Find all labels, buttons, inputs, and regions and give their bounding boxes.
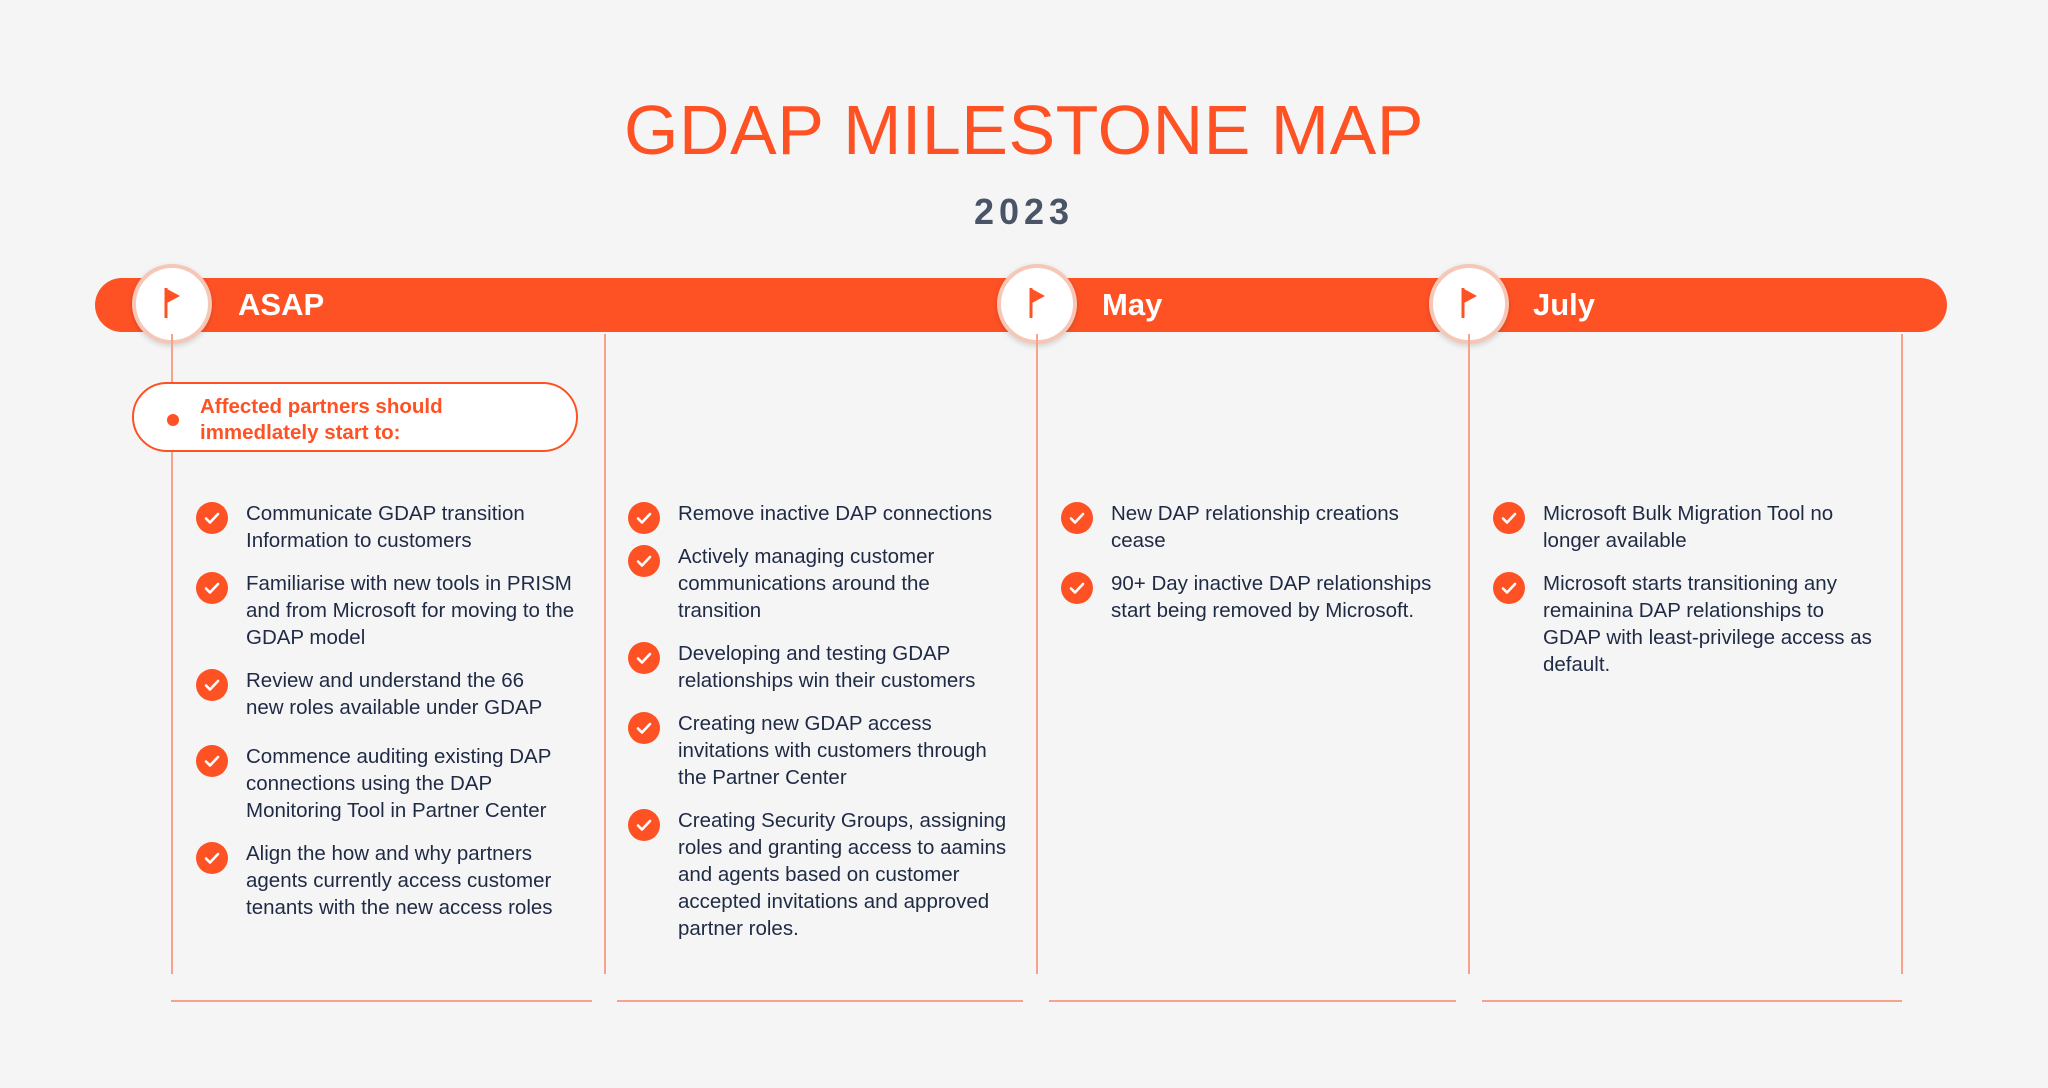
phase-marker-july [1429, 264, 1509, 344]
list-item: Creating Security Groups, assigning role… [628, 807, 1018, 942]
column-divider [1901, 334, 1903, 974]
column-asap: Communicate GDAP transition Information … [196, 500, 586, 921]
list-item: Microsoft starts transitioning any remai… [1493, 570, 1883, 678]
list-item: Microsoft Bulk Migration Tool no longer … [1493, 500, 1883, 554]
list-item: New DAP relationship creations cease [1061, 500, 1451, 554]
check-icon [628, 712, 660, 744]
year-label: 2023 [973, 191, 1075, 232]
list-item: Actively managing customer communication… [628, 543, 1018, 624]
column-july: Microsoft Bulk Migration Tool no longer … [1493, 500, 1883, 678]
check-icon [628, 809, 660, 841]
callout-box: Affected partners should immedlately sta… [132, 382, 578, 452]
column-footer-line [1482, 1000, 1902, 1002]
phase-marker-asap [132, 264, 212, 344]
list-item: Developing and testing GDAP relationship… [628, 640, 1018, 694]
flag-icon [164, 288, 180, 318]
check-icon [196, 502, 228, 534]
column-divider [604, 334, 606, 974]
phase-label-may: May [1102, 287, 1163, 322]
check-icon [1061, 572, 1093, 604]
column-asap-continued: Remove inactive DAP connections Actively… [628, 500, 1018, 942]
column-may: New DAP relationship creations cease 90+… [1061, 500, 1451, 624]
phase-label-july: July [1533, 287, 1596, 322]
flag-icon [1029, 288, 1045, 318]
callout-text: Affected partners should immedlately sta… [200, 395, 443, 444]
phase-marker-may [997, 264, 1077, 344]
check-icon [196, 745, 228, 777]
list-item: Commence auditing existing DAP connectio… [196, 743, 586, 824]
check-icon [628, 642, 660, 674]
check-icon [196, 572, 228, 604]
column-divider [1468, 334, 1470, 974]
check-icon [628, 545, 660, 577]
column-footer-line [171, 1000, 592, 1002]
column-footer-line [1049, 1000, 1456, 1002]
column-footer-line [617, 1000, 1023, 1002]
column-divider [171, 334, 173, 974]
check-icon [196, 842, 228, 874]
check-icon [628, 502, 660, 534]
list-item: Align the how and why partners agents cu… [196, 840, 586, 921]
list-item: Review and understand the 66 new roles a… [196, 667, 586, 721]
list-item: Remove inactive DAP connections [628, 500, 1018, 534]
list-item: Familiarise with new tools in PRISM and … [196, 570, 586, 651]
bullet-dot-icon [167, 414, 179, 426]
flag-icon [1461, 288, 1477, 318]
page-title: GDAP MILESTONE MAP [624, 91, 1424, 169]
list-item: Creating new GDAP access invitations wit… [628, 710, 1018, 791]
check-icon [1061, 502, 1093, 534]
check-icon [196, 669, 228, 701]
check-icon [1493, 502, 1525, 534]
list-item: 90+ Day inactive DAP relationships start… [1061, 570, 1451, 624]
phase-label-asap: ASAP [238, 287, 325, 322]
list-item: Communicate GDAP transition Information … [196, 500, 586, 554]
column-divider [1036, 334, 1038, 974]
check-icon [1493, 572, 1525, 604]
